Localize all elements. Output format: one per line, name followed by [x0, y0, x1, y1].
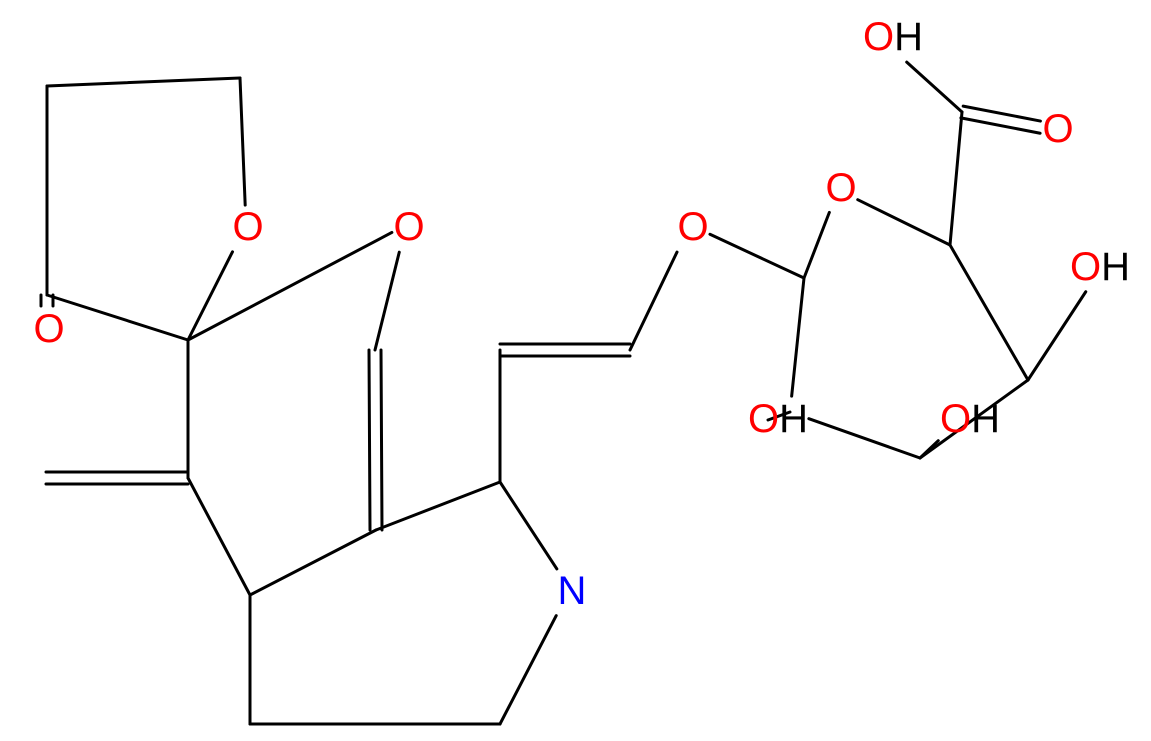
bond-line: [369, 350, 370, 530]
atom-label: OH: [940, 397, 1000, 441]
bond-line: [47, 295, 188, 340]
atom-label: OH: [748, 397, 808, 441]
bond-line: [710, 234, 804, 278]
atom-label: O: [825, 166, 856, 210]
atom-label: N: [558, 569, 587, 613]
bond-line: [792, 278, 804, 396]
bond-line: [963, 106, 1040, 121]
bond-line: [804, 212, 829, 278]
atom-label: OH: [863, 15, 923, 59]
bond-line: [188, 232, 392, 340]
bond-line: [376, 482, 500, 530]
bond-line: [950, 245, 1028, 380]
molecule-diagram: O O O O O O N OH OH OH OH: [0, 0, 1151, 741]
bond-line: [250, 530, 376, 595]
atom-label: O: [677, 205, 708, 249]
bond-line: [920, 441, 938, 458]
bond-line: [47, 78, 240, 86]
bond-line: [630, 252, 677, 350]
bond-line: [500, 482, 557, 569]
atom-label: O: [1042, 107, 1073, 151]
atom-label: O: [393, 205, 424, 249]
atom-label: OH: [1070, 245, 1130, 289]
bond-line: [1028, 292, 1086, 380]
bond-line: [500, 616, 556, 724]
bond-line: [375, 252, 399, 350]
bond-line: [188, 478, 250, 595]
bond-line: [381, 350, 382, 530]
bond-line: [809, 419, 920, 458]
bond-line: [240, 78, 245, 205]
atom-label: O: [232, 205, 263, 249]
atom-label: O: [33, 307, 64, 351]
bond-line: [950, 112, 962, 245]
bond-line: [907, 62, 962, 112]
bond-line: [858, 200, 950, 245]
